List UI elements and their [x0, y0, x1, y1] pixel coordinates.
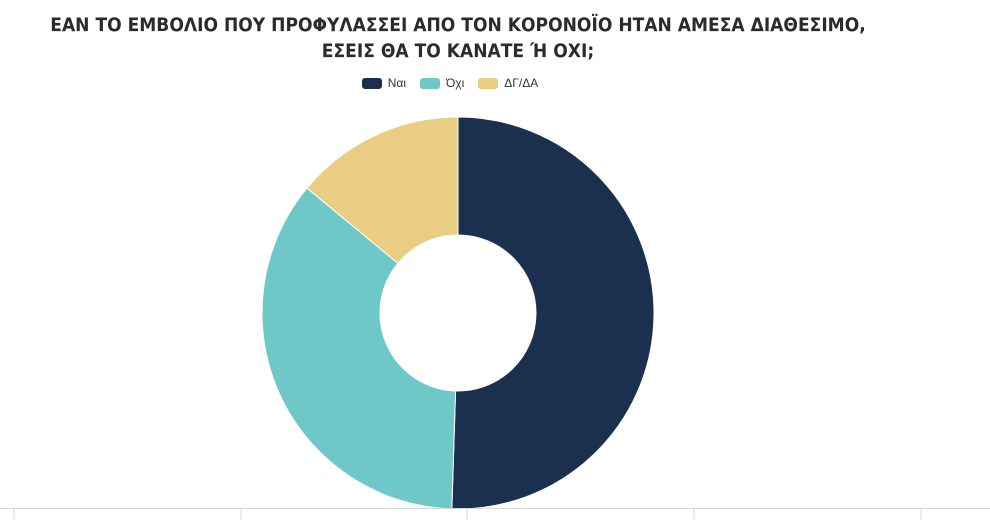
legend-label-dk-na: ΔΓ/ΔΑ — [504, 76, 539, 90]
legend: Ναι Όχι ΔΓ/ΔΑ — [0, 76, 900, 90]
legend-item-yes[interactable]: Ναι — [361, 76, 407, 90]
donut-chart — [261, 116, 655, 510]
legend-swatch-no — [420, 77, 441, 89]
legend-item-no[interactable]: Όχι — [420, 76, 464, 90]
slice-dk-na[interactable] — [306, 116, 459, 264]
chart-title: ΕΑΝ ΤΟ ΕΜΒΟΛΙΟ ΠΟΥ ΠΡΟΦΥΛΑΣΣΕΙ ΑΠΟ ΤΟΝ Κ… — [50, 14, 866, 62]
chart-baseline — [0, 508, 990, 520]
legend-swatch-dk-na — [478, 77, 499, 89]
legend-swatch-yes — [361, 77, 382, 89]
legend-item-dk-na[interactable]: ΔΓ/ΔΑ — [478, 76, 538, 90]
legend-label-no: Όχι — [446, 76, 465, 90]
slice-no[interactable] — [261, 187, 457, 510]
slice-yes[interactable] — [451, 116, 655, 510]
legend-label-yes: Ναι — [387, 76, 407, 90]
